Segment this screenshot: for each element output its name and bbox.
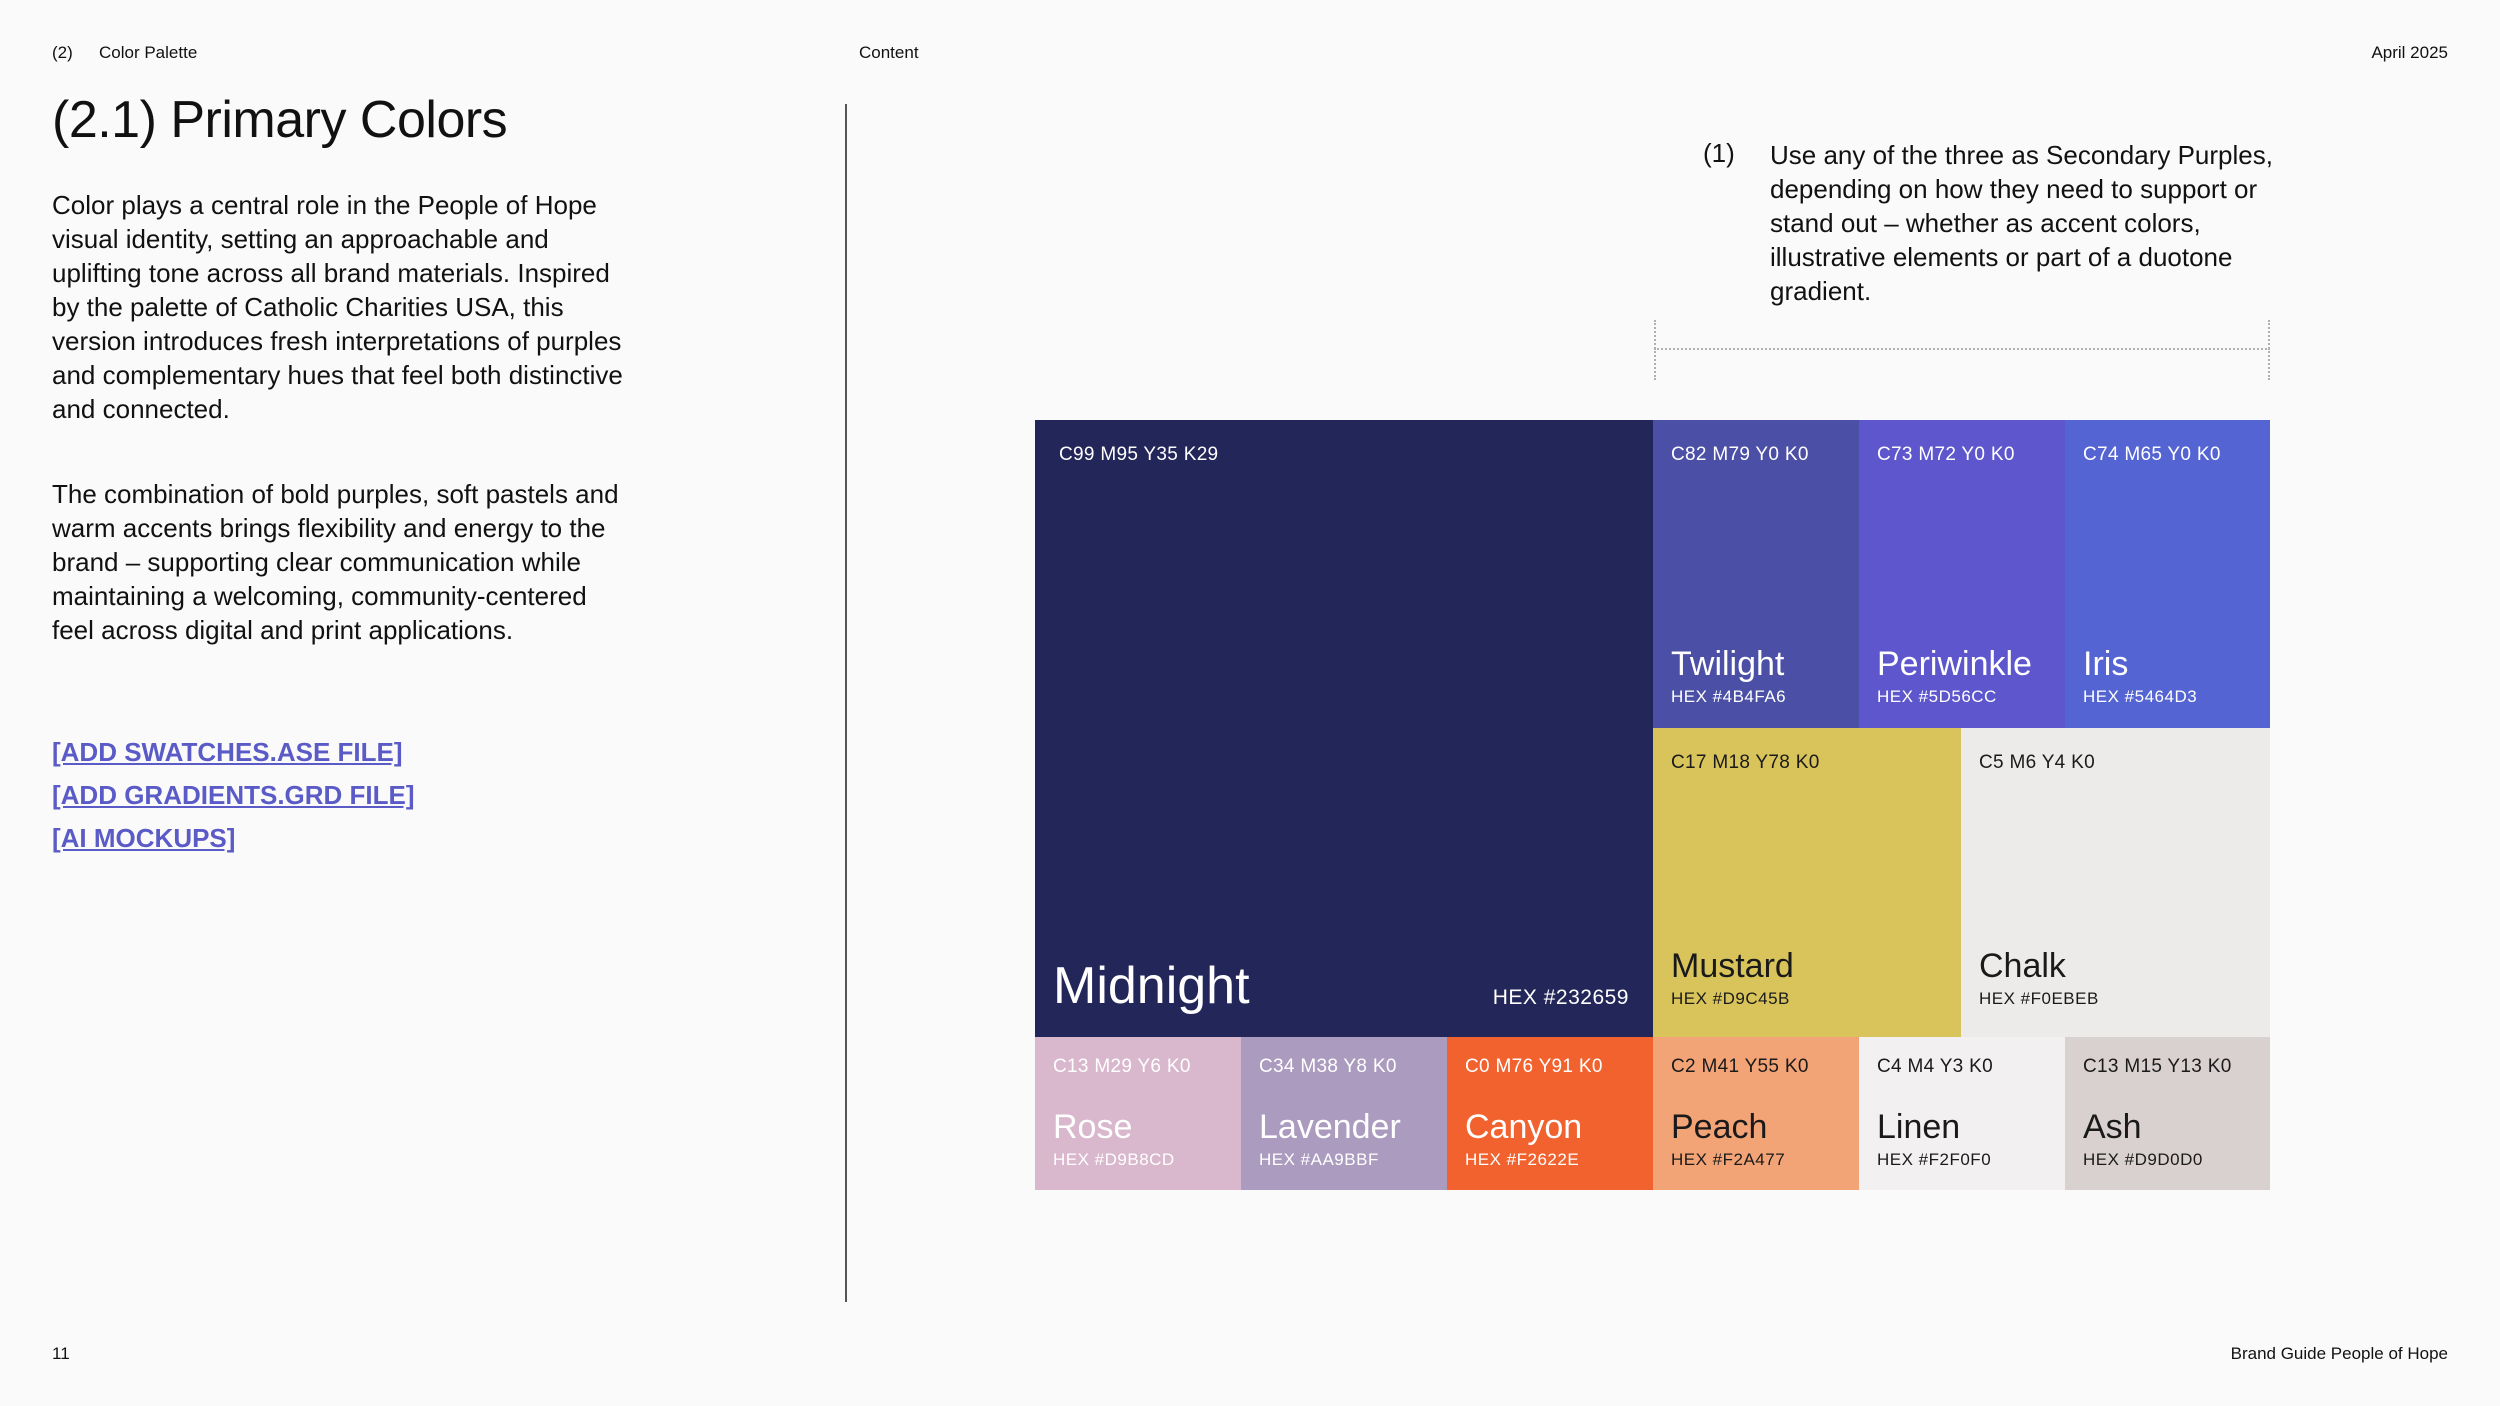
swatch-hex: HEX #4B4FA6 — [1671, 687, 1787, 706]
swatch-name: Mustard — [1671, 947, 1794, 985]
swatch-twilight: C82 M79 Y0 K0 Twilight HEX #4B4FA6 — [1653, 420, 1859, 728]
swatch-cmyk: C99 M95 Y35 K29 — [1059, 444, 1219, 465]
swatch-canyon: C0 M76 Y91 K0 Canyon HEX #F2622E — [1447, 1037, 1653, 1190]
swatch-name: Twilight — [1671, 645, 1785, 683]
swatch-hex: HEX #F0EBEB — [1979, 989, 2099, 1008]
section-name: Color Palette — [99, 43, 198, 62]
ai-mockups-link[interactable]: [AI MOCKUPS] — [52, 823, 236, 853]
swatch-hex: HEX #F2F0F0 — [1877, 1150, 1992, 1169]
swatch-mustard: C17 M18 Y78 K0 Mustard HEX #D9C45B — [1653, 728, 1961, 1037]
swatches-file-link[interactable]: [ADD SWATCHES.ASE FILE] — [52, 737, 403, 767]
swatch-iris: C74 M65 Y0 K0 Iris HEX #5464D3 — [2065, 420, 2270, 728]
swatch-hex: HEX #5464D3 — [2083, 687, 2198, 706]
swatch-cmyk: C17 M18 Y78 K0 — [1671, 752, 1820, 773]
note-text: Use any of the three as Secondary Purple… — [1770, 140, 2273, 306]
swatch-cmyk: C0 M76 Y91 K0 — [1465, 1056, 1603, 1077]
swatch-midnight: C99 M95 Y35 K29 Midnight HEX #232659 — [1035, 420, 1653, 1037]
swatch-name: Chalk — [1979, 947, 2066, 985]
column-divider — [845, 104, 847, 1302]
secondary-purples-bracket — [1654, 320, 2270, 380]
header-date: April 2025 — [2371, 43, 2448, 62]
swatch-cmyk: C13 M29 Y6 K0 — [1053, 1056, 1191, 1077]
swatch-hex: HEX #F2622E — [1465, 1150, 1580, 1169]
gradients-file-link[interactable]: [ADD GRADIENTS.GRD FILE] — [52, 780, 415, 810]
swatch-periwinkle: C73 M72 Y0 K0 Periwinkle HEX #5D56CC — [1859, 420, 2065, 728]
page-title: (2.1) Primary Colors — [52, 91, 508, 149]
swatch-hex: HEX #F2A477 — [1671, 1150, 1786, 1169]
swatch-name: Canyon — [1465, 1108, 1583, 1146]
swatch-ash: C13 M15 Y13 K0 Ash HEX #D9D0D0 — [2065, 1037, 2270, 1190]
page-number: 11 — [52, 1344, 70, 1363]
swatch-name: Iris — [2083, 645, 2129, 683]
swatch-hex: HEX #D9B8CD — [1053, 1150, 1175, 1169]
swatch-hex: HEX #D9C45B — [1671, 989, 1790, 1008]
swatch-name: Peach — [1671, 1108, 1768, 1146]
footer-doc-title: Brand Guide People of Hope — [2230, 1344, 2448, 1363]
swatch-name: Ash — [2083, 1108, 2142, 1146]
swatch-hex: HEX #D9D0D0 — [2083, 1150, 2203, 1169]
section-number: (2) — [52, 43, 73, 62]
swatch-hex: HEX #232659 — [1492, 986, 1629, 1009]
header-content-label: Content — [859, 43, 919, 62]
swatch-hex: HEX #5D56CC — [1877, 687, 1997, 706]
swatch-name: Periwinkle — [1877, 645, 2032, 683]
intro-paragraph: Color plays a central role in the People… — [52, 190, 623, 424]
swatch-name: Linen — [1877, 1108, 1961, 1146]
swatch-cmyk: C13 M15 Y13 K0 — [2083, 1056, 2232, 1077]
swatch-cmyk: C74 M65 Y0 K0 — [2083, 444, 2221, 465]
swatch-cmyk: C4 M4 Y3 K0 — [1877, 1056, 1993, 1077]
swatch-linen: C4 M4 Y3 K0 Linen HEX #F2F0F0 — [1859, 1037, 2065, 1190]
swatch-cmyk: C82 M79 Y0 K0 — [1671, 444, 1809, 465]
swatch-peach: C2 M41 Y55 K0 Peach HEX #F2A477 — [1653, 1037, 1859, 1190]
resource-links: [ADD SWATCHES.ASE FILE] [ADD GRADIENTS.G… — [52, 731, 415, 860]
combination-paragraph: The combination of bold purples, soft pa… — [52, 479, 619, 645]
swatch-cmyk: C34 M38 Y8 K0 — [1259, 1056, 1397, 1077]
swatch-chalk: C5 M6 Y4 K0 Chalk HEX #F0EBEB — [1961, 728, 2270, 1037]
swatch-cmyk: C5 M6 Y4 K0 — [1979, 752, 2095, 773]
swatch-cmyk: C73 M72 Y0 K0 — [1877, 444, 2015, 465]
swatch-lavender: C34 M38 Y8 K0 Lavender HEX #AA9BBF — [1241, 1037, 1447, 1190]
swatch-name: Midnight — [1053, 957, 1250, 1015]
swatch-name: Lavender — [1259, 1108, 1401, 1146]
swatch-name: Rose — [1053, 1108, 1133, 1146]
note-number: (1) — [1703, 138, 1735, 168]
swatch-hex: HEX #AA9BBF — [1259, 1150, 1379, 1169]
swatch-cmyk: C2 M41 Y55 K0 — [1671, 1056, 1809, 1077]
swatch-rose: C13 M29 Y6 K0 Rose HEX #D9B8CD — [1035, 1037, 1241, 1190]
